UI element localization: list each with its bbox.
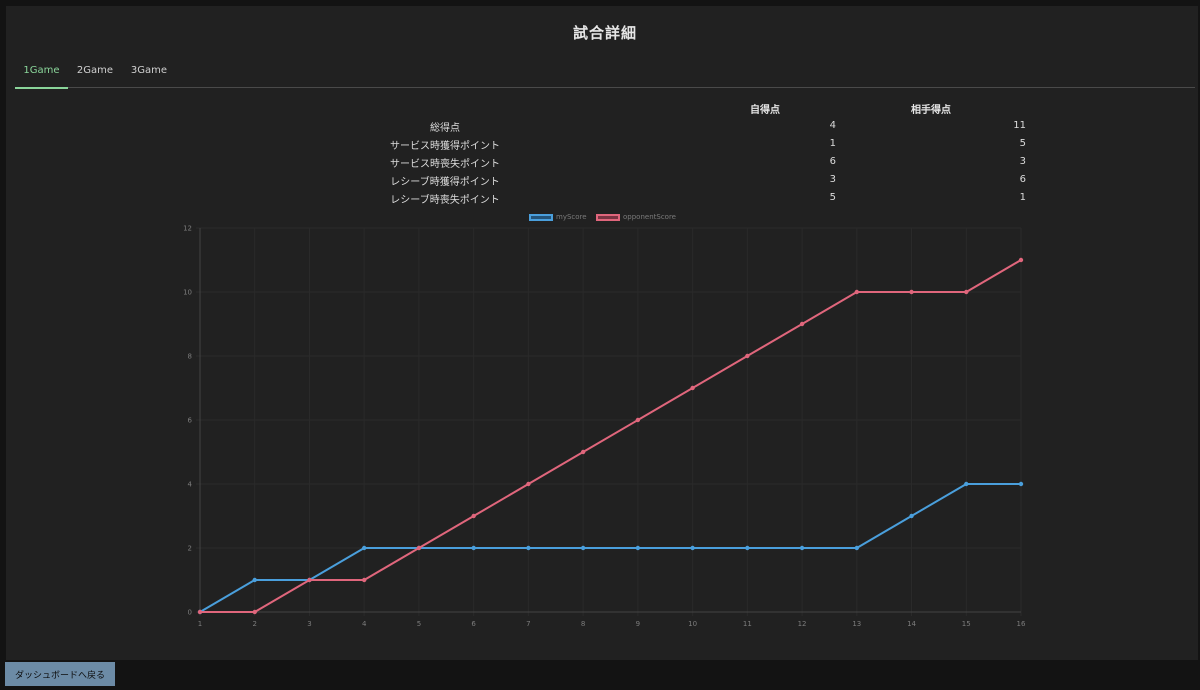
x-tick-label: 2	[252, 620, 256, 628]
data-point-opponentScore	[745, 353, 750, 359]
stat-row-opponent-value: 11	[1013, 120, 1026, 131]
stat-row-opponent-value: 3	[1019, 156, 1026, 167]
data-point-myScore	[526, 545, 531, 551]
data-point-myScore	[252, 577, 257, 583]
data-point-myScore	[799, 545, 805, 551]
data-point-opponentScore	[526, 481, 531, 487]
data-point-myScore	[854, 545, 859, 551]
stat-row-opponent-value: 6	[1019, 174, 1026, 185]
y-tick-label: 4	[188, 481, 193, 489]
y-tick-label: 2	[188, 545, 192, 553]
chart-legend: myScore opponentScore	[6, 212, 1198, 224]
data-point-opponentScore	[197, 609, 203, 615]
legend-label-opponent-score: opponentScore	[623, 213, 676, 221]
series-line-opponentScore	[200, 259, 1022, 613]
stat-row-opponent-value: 1	[1019, 192, 1026, 203]
x-tick-label: 4	[362, 620, 367, 628]
tab-game-1[interactable]: 1Game	[15, 63, 68, 89]
legend-swatch-my-score	[529, 213, 553, 221]
x-tick-label: 15	[962, 620, 971, 628]
data-point-opponentScore	[252, 609, 257, 615]
y-tick-label: 8	[188, 353, 192, 361]
y-tick-label: 6	[188, 417, 193, 425]
stat-row-opponent-value: 5	[1019, 138, 1026, 149]
legend-label-my-score: myScore	[556, 213, 587, 221]
x-tick-label: 8	[581, 620, 585, 628]
data-point-opponentScore	[1018, 257, 1024, 263]
back-to-dashboard-button[interactable]: ダッシュボードへ戻る	[5, 662, 115, 686]
data-point-myScore	[1018, 481, 1024, 487]
y-tick-label: 10	[183, 289, 192, 297]
stat-row-my-value: 5	[829, 192, 836, 203]
y-tick-label: 0	[188, 609, 192, 617]
stat-row-label: サービス時喪失ポイント	[390, 159, 500, 170]
data-point-opponentScore	[416, 545, 422, 551]
tab-game-3[interactable]: 3Game	[130, 65, 168, 76]
x-tick-label: 10	[688, 620, 697, 628]
y-tick-label: 12	[183, 225, 192, 233]
legend-item-my-score[interactable]: myScore	[529, 212, 587, 224]
x-tick-label: 14	[907, 620, 916, 628]
stat-row-label: レシーブ時喪失ポイント	[390, 195, 500, 206]
data-point-opponentScore	[635, 417, 641, 423]
data-point-myScore	[580, 545, 586, 551]
page-title: 試合詳細	[572, 24, 637, 42]
data-point-opponentScore	[580, 449, 586, 455]
data-point-opponentScore	[854, 289, 859, 295]
data-point-myScore	[471, 545, 476, 551]
x-tick-label: 12	[798, 620, 807, 628]
x-tick-label: 3	[307, 620, 311, 628]
data-point-opponentScore	[362, 577, 367, 583]
data-point-opponentScore	[307, 577, 312, 583]
tab-game-2[interactable]: 2Game	[76, 65, 114, 76]
x-tick-label: 7	[526, 620, 530, 628]
legend-swatch-opponent-score	[596, 213, 620, 221]
stat-row-label: サービス時獲得ポイント	[390, 141, 500, 152]
game-tabs: 1Game 2Game 3Game	[15, 63, 1195, 89]
data-point-opponentScore	[690, 385, 695, 391]
data-point-opponentScore	[909, 289, 914, 295]
x-tick-label: 5	[417, 620, 421, 628]
data-point-myScore	[909, 513, 914, 519]
data-point-opponentScore	[964, 289, 969, 295]
x-tick-label: 13	[852, 620, 861, 628]
x-tick-label: 1	[198, 620, 202, 628]
legend-item-opponent-score[interactable]: opponentScore	[596, 212, 676, 224]
x-tick-label: 6	[471, 620, 476, 628]
x-tick-label: 11	[743, 620, 752, 628]
data-point-opponentScore	[799, 321, 805, 327]
page-frame: 試合詳細 1Game 2Game 3Game 自得点 相手得点 総得点 4 11…	[6, 6, 1198, 660]
data-point-opponentScore	[471, 513, 476, 519]
stat-row-my-value: 1	[829, 138, 836, 149]
stat-row-label: レシーブ時獲得ポイント	[390, 177, 500, 188]
score-stats-table: 自得点 相手得点 総得点 4 11 サービス時獲得ポイント 1 5 サービス時喪…	[6, 6, 1198, 216]
stat-row-my-value: 3	[829, 174, 836, 185]
series-line-myScore	[199, 483, 1021, 613]
data-point-myScore	[362, 545, 367, 551]
stat-row-my-value: 4	[829, 120, 836, 131]
data-point-myScore	[964, 481, 969, 487]
opponent-score-header: 相手得点	[911, 105, 951, 116]
data-point-myScore	[635, 545, 641, 551]
x-tick-label: 16	[1017, 620, 1026, 628]
my-score-header: 自得点	[750, 105, 780, 116]
stat-row-label: 総得点	[430, 123, 460, 134]
data-point-myScore	[690, 545, 695, 551]
x-tick-label: 9	[636, 620, 640, 628]
stat-row-my-value: 6	[829, 156, 836, 167]
data-point-myScore	[745, 545, 750, 551]
